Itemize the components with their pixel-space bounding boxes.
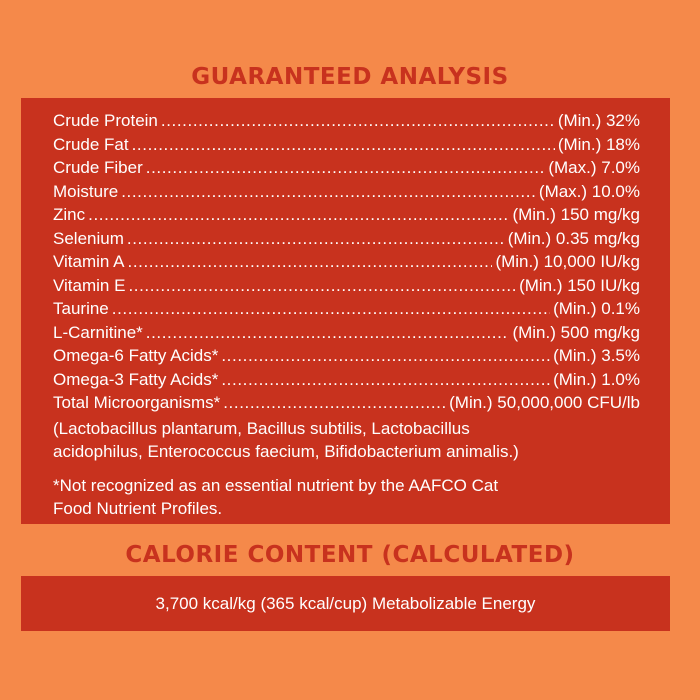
dot-leader	[221, 370, 550, 390]
dot-leader	[161, 111, 555, 131]
nutrient-value: (Min.) 150 IU/kg	[519, 275, 640, 295]
nutrient-row: Total Microorganisms* (Min.) 50,000,000 …	[53, 393, 640, 417]
nutrient-value: (Max.) 7.0%	[548, 158, 640, 177]
nutrient-value: (Min.) 18%	[557, 134, 640, 154]
nutrient-name: Vitamin E	[53, 275, 126, 295]
nutrient-value: (Min.) 10,000 IU/kg	[495, 252, 640, 271]
nutrient-value: (Min.) 0.35 mg/kg	[507, 228, 640, 248]
nutrient-value: (Min.) 1.0%	[553, 369, 640, 389]
nutrient-list: Crude Protein (Min.) 32% Crude Fat (Min.…	[53, 111, 640, 417]
nutrient-row: Crude Fiber (Max.) 7.0%	[53, 158, 640, 182]
nutrient-value: (Min.) 0.1%	[553, 299, 640, 318]
nutrient-value: (Max.) 10.0%	[538, 181, 640, 201]
nutrient-name: Taurine	[53, 299, 109, 318]
nutrient-name: Zinc	[53, 205, 86, 224]
nutrient-name: Omega-6 Fatty Acids*	[53, 346, 219, 365]
nutrient-value: (Min.) 32%	[557, 111, 640, 130]
nutrient-row: Vitamin A (Min.) 10,000 IU/kg	[53, 252, 640, 276]
nutrient-value: (Min.) 50,000,000 CFU/lb	[449, 393, 640, 412]
nutrient-name: Selenium	[53, 228, 124, 248]
nutrient-value: (Min.) 3.5%	[553, 346, 640, 365]
dot-leader	[112, 299, 550, 319]
guaranteed-analysis-panel: Crude Protein (Min.) 32% Crude Fat (Min.…	[21, 98, 670, 524]
calorie-content-heading: CALORIE CONTENT (CALCULATED)	[125, 542, 575, 568]
nutrient-row: Zinc (Min.) 150 mg/kg	[53, 205, 640, 229]
microorganisms-line-1: (Lactobacillus plantarum, Bacillus subti…	[53, 418, 470, 438]
nutrient-row: Crude Protein (Min.) 32%	[53, 111, 640, 135]
guaranteed-analysis-heading: GUARANTEED ANALYSIS	[191, 64, 509, 90]
dot-leader	[221, 346, 550, 366]
nutrient-row: Taurine (Min.) 0.1%	[53, 299, 640, 323]
calorie-content-text: 3,700 kcal/kg (365 kcal/cup) Metabolizab…	[155, 593, 536, 613]
dot-leader	[132, 135, 555, 155]
aafco-footnote: *Not recognized as an essential nutrient…	[53, 475, 499, 519]
dot-leader	[128, 276, 516, 296]
calorie-content-panel: 3,700 kcal/kg (365 kcal/cup) Metabolizab…	[21, 576, 670, 631]
nutrient-row: Moisture (Max.) 10.0%	[53, 182, 640, 206]
nutrient-name: Crude Fat	[53, 134, 129, 154]
dot-leader	[146, 158, 546, 178]
nutrient-name: Vitamin A	[53, 252, 125, 271]
nutrient-name: Omega-3 Fatty Acids*	[53, 369, 219, 389]
nutrient-row: L-Carnitine* (Min.) 500 mg/kg	[53, 323, 640, 347]
dot-leader	[128, 252, 493, 272]
dot-leader	[88, 205, 509, 225]
nutrient-row: Vitamin E (Min.) 150 IU/kg	[53, 276, 640, 300]
nutrient-name: Crude Protein	[53, 111, 158, 130]
nutrient-row: Omega-3 Fatty Acids* (Min.) 1.0%	[53, 370, 640, 394]
nutrient-row: Selenium (Min.) 0.35 mg/kg	[53, 229, 640, 253]
nutrient-value: (Min.) 150 mg/kg	[512, 205, 640, 224]
dot-leader	[223, 393, 446, 413]
nutrient-name: Total Microorganisms*	[53, 393, 221, 412]
dot-leader	[121, 182, 536, 202]
nutrient-name: Crude Fiber	[53, 158, 143, 177]
dot-leader	[146, 323, 510, 343]
nutrient-name: L-Carnitine*	[53, 322, 143, 342]
nutrient-value: (Min.) 500 mg/kg	[512, 322, 640, 342]
nutrient-name: Moisture	[53, 181, 119, 201]
nutrient-row: Omega-6 Fatty Acids* (Min.) 3.5%	[53, 346, 640, 370]
dot-leader	[127, 229, 505, 249]
microorganisms-line-2: acidophilus, Enterococcus faecium, Bifid…	[53, 442, 519, 461]
nutrient-row: Crude Fat (Min.) 18%	[53, 135, 640, 159]
